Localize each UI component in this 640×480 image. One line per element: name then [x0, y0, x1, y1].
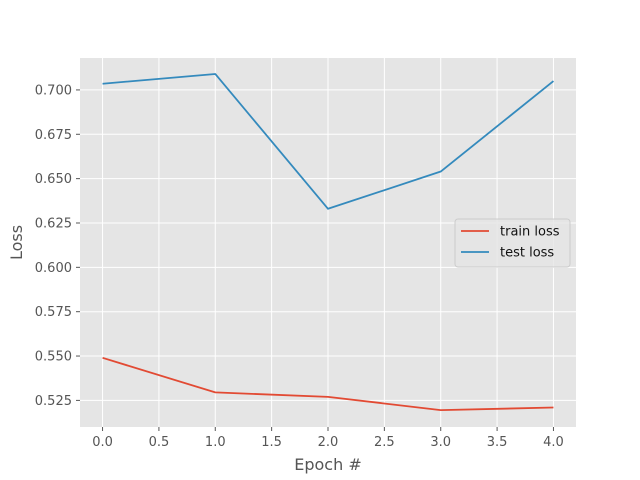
legend: train loss test loss — [454, 218, 571, 268]
x-tick-label: 3.5 — [487, 435, 508, 450]
y-tick-label: 0.575 — [35, 305, 72, 320]
y-tick-label: 0.525 — [35, 394, 72, 409]
y-tick-label: 0.700 — [35, 83, 72, 98]
legend-label: train loss — [500, 225, 560, 240]
y-axis-ticks: 0.525 0.550 0.575 0.600 0.625 0.650 0.675 0.700 — [35, 83, 80, 409]
series-line-test-loss — [102, 73, 555, 210]
legend-label: test loss — [500, 246, 554, 261]
y-tick-label: 0.650 — [35, 172, 72, 187]
x-tick-label: 2.5 — [374, 435, 395, 450]
x-tick-label: 0.5 — [149, 435, 170, 450]
x-tick-label: 0.0 — [92, 435, 113, 450]
x-axis-ticks: 0.0 0.5 1.0 1.5 2.0 2.5 3.0 3.5 4.0 — [92, 427, 564, 450]
y-tick-label: 0.675 — [35, 128, 72, 143]
x-axis-label: Epoch # — [294, 455, 361, 474]
x-tick-label: 3.0 — [430, 435, 451, 450]
grid-lines — [80, 58, 576, 427]
y-tick-label: 0.550 — [35, 350, 72, 365]
y-tick-label: 0.600 — [35, 261, 72, 276]
y-tick-label: 0.625 — [35, 216, 72, 231]
x-tick-label: 2.0 — [318, 435, 339, 450]
x-tick-label: 1.5 — [261, 435, 282, 450]
series-lines — [102, 73, 555, 412]
y-axis-label: Loss — [7, 225, 26, 260]
series-line-train-loss — [102, 356, 554, 412]
x-tick-label: 1.0 — [205, 435, 226, 450]
x-tick-label: 4.0 — [543, 435, 564, 450]
